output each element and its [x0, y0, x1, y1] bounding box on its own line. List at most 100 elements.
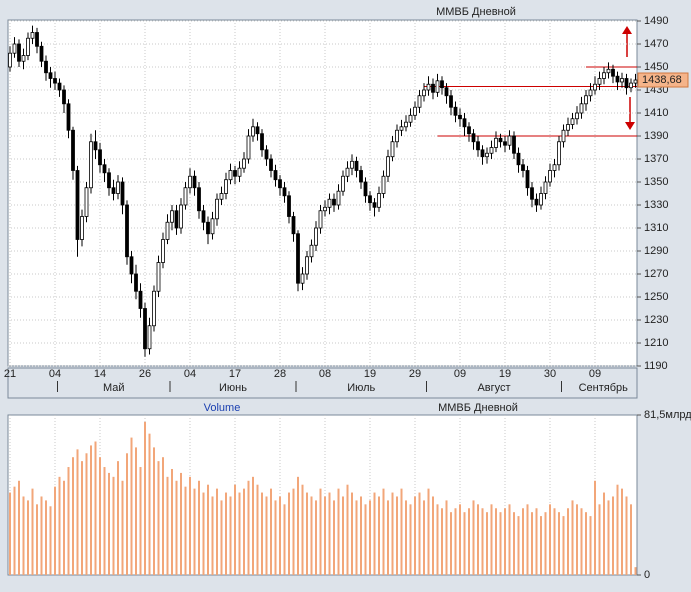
candle-body: [12, 43, 17, 54]
candle-body: [575, 112, 579, 120]
candle-body: [264, 149, 269, 160]
candle-body: [71, 129, 75, 171]
volume-bar: [22, 496, 25, 575]
volume-bar: [175, 480, 178, 575]
candle-body: [372, 202, 377, 208]
candle-body: [417, 95, 422, 108]
y-tick-label: 1270: [644, 268, 668, 280]
y-tick-label: 1330: [644, 199, 668, 211]
candle-body: [215, 198, 219, 220]
candle-body: [197, 187, 201, 212]
y-tick-label: 0: [644, 569, 650, 581]
volume-bar: [513, 512, 515, 575]
volume-bar: [319, 488, 322, 575]
candle-body: [566, 124, 570, 131]
candle-body: [305, 256, 309, 275]
volume-bar: [288, 492, 290, 575]
candle-body: [579, 103, 584, 114]
candle-body: [53, 78, 57, 84]
candle-body: [611, 68, 615, 77]
volume-bar: [63, 480, 65, 575]
volume-bar: [472, 500, 475, 575]
volume-subtitle: ММВБ Дневной: [438, 402, 518, 414]
y-tick-label: 1490: [644, 15, 668, 27]
volume-bar: [612, 496, 614, 575]
candle-body: [597, 78, 602, 85]
candle-body: [188, 175, 192, 189]
volume-bar: [103, 467, 106, 575]
volume-bar: [621, 488, 623, 575]
volume-bar: [504, 508, 506, 575]
volume-bar: [216, 488, 218, 575]
candle-body: [237, 167, 242, 177]
volume-bar: [184, 486, 187, 575]
volume-bar: [580, 508, 583, 575]
candle-body: [561, 129, 566, 143]
volume-bar: [279, 496, 281, 575]
candle-body: [363, 181, 368, 197]
volume-bar: [157, 461, 160, 575]
chart-title: ММВБ Дневной: [436, 6, 516, 18]
volume-bar: [373, 492, 376, 575]
candle-body: [134, 273, 138, 292]
date-axis: [7, 367, 638, 399]
candle-body: [17, 43, 21, 62]
x-tick-label: 04: [184, 368, 196, 380]
candle-body: [633, 79, 638, 84]
volume-bar: [499, 512, 502, 575]
candle-body: [462, 118, 467, 128]
volume-bar: [355, 500, 358, 575]
last-price-box: [637, 72, 689, 88]
volume-bar: [90, 445, 92, 575]
candle-body: [332, 198, 336, 206]
y-tick-label: 1210: [644, 337, 668, 349]
volume-bar: [508, 504, 511, 575]
volume-bar: [243, 488, 245, 575]
volume-bar: [562, 516, 565, 575]
y-tick-label: 1350: [644, 176, 668, 188]
candle-body: [98, 149, 102, 166]
candle-body: [381, 175, 386, 194]
candle-body: [233, 170, 237, 177]
candle-body: [480, 149, 485, 158]
candle-body: [408, 114, 413, 123]
candle-body: [318, 210, 323, 229]
candle-body: [84, 187, 89, 217]
x-tick-label: 19: [499, 368, 511, 380]
volume-bar: [486, 512, 488, 575]
month-label: Июль: [347, 382, 375, 394]
volume-bar: [481, 508, 484, 575]
candle-body: [584, 95, 588, 105]
volume-bar: [67, 467, 70, 575]
volume-bar: [400, 488, 403, 575]
x-tick-label: 26: [139, 368, 151, 380]
volume-bar: [211, 496, 214, 575]
volume-bar: [405, 500, 407, 575]
volume-bar: [229, 496, 232, 575]
candle-body: [219, 193, 224, 200]
candle-body: [57, 82, 62, 91]
volume-bar: [625, 496, 628, 575]
candle-body: [525, 170, 530, 189]
volume-bar: [292, 488, 295, 575]
candle-body: [165, 221, 170, 240]
candle-body: [246, 135, 251, 160]
volume-bar: [117, 461, 119, 575]
x-tick-label: 30: [544, 368, 556, 380]
candle-body: [413, 106, 417, 116]
volume-bar: [72, 457, 74, 575]
candle-body: [327, 198, 332, 208]
candle-body: [404, 121, 408, 128]
volume-bar: [256, 484, 259, 575]
volume-bar: [270, 488, 272, 575]
candle-body: [224, 179, 228, 194]
volume-bar: [225, 492, 227, 575]
volume-bar: [148, 433, 151, 575]
candle-body: [476, 141, 480, 151]
x-tick-label: 09: [454, 368, 466, 380]
candle-body: [287, 195, 291, 217]
candle-body: [489, 147, 494, 154]
volume-bar: [391, 492, 394, 575]
candle-body: [386, 156, 390, 177]
candle-body: [89, 141, 93, 189]
